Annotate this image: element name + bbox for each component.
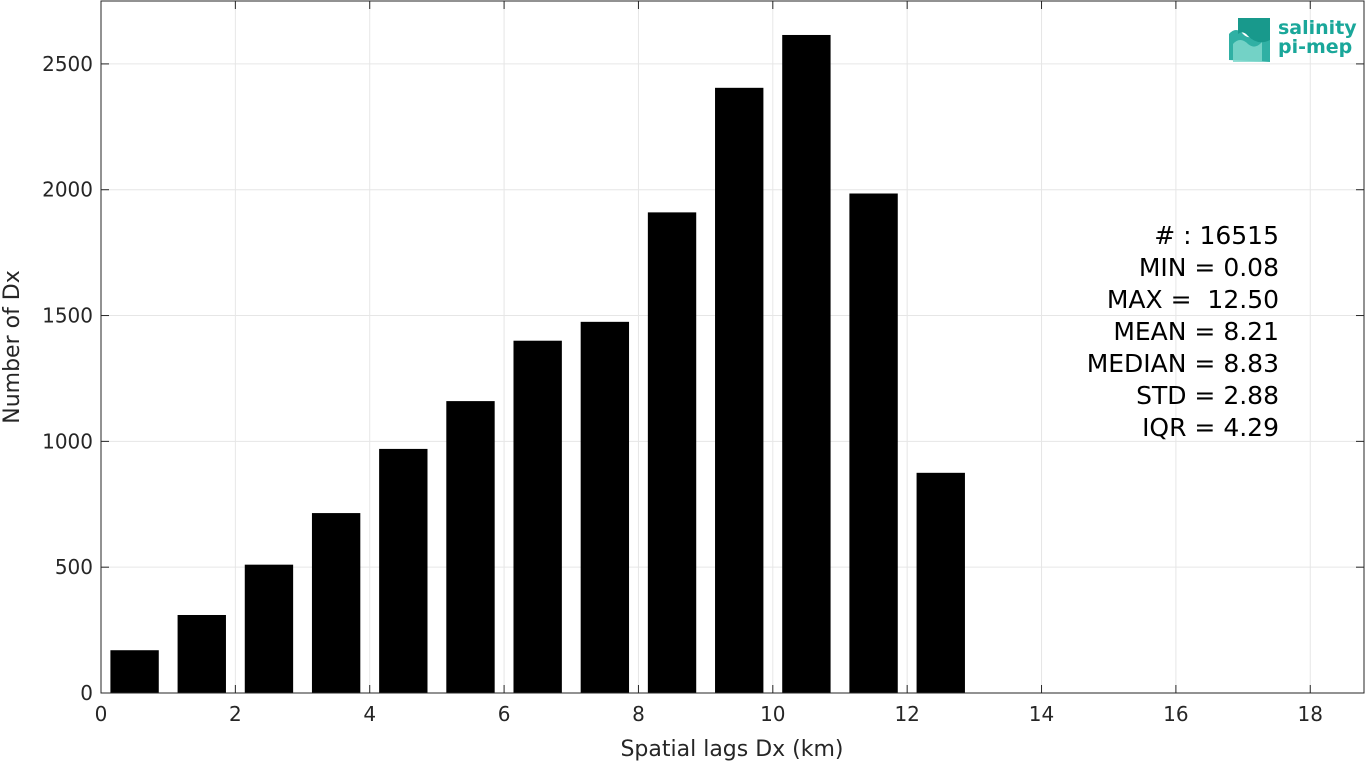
wave-logo-icon xyxy=(1229,18,1270,62)
x-tick-label: 10 xyxy=(760,702,785,726)
histogram-bar xyxy=(110,650,159,693)
y-tick-label: 500 xyxy=(55,555,93,579)
x-tick-label: 4 xyxy=(363,702,376,726)
bars xyxy=(110,34,965,694)
x-tick-label: 18 xyxy=(1298,702,1323,726)
stats-line: # : 16515 xyxy=(1154,221,1279,250)
x-axis-ticks: 0 2 4 6 8 10 12 14 16 18 xyxy=(95,1,1323,726)
histogram-bar xyxy=(782,34,831,694)
histogram-bar xyxy=(177,614,226,693)
stats-line: STD = 2.88 xyxy=(1136,381,1279,410)
x-tick-label: 16 xyxy=(1163,702,1188,726)
y-tick-label: 2500 xyxy=(42,52,93,76)
x-tick-label: 2 xyxy=(229,702,242,726)
stats-line: MEDIAN = 8.83 xyxy=(1087,349,1279,378)
plot-frame xyxy=(100,0,1365,694)
histogram-bar xyxy=(513,340,562,693)
x-tick-label: 6 xyxy=(498,702,511,726)
stats-line: MIN = 0.08 xyxy=(1139,253,1279,282)
x-axis-label: Spatial lags Dx (km) xyxy=(620,737,843,762)
stats-annotation: # : 16515 MIN = 0.08 MAX = 12.50 MEAN = 8.2… xyxy=(1087,221,1279,442)
y-tick-label: 2000 xyxy=(42,178,93,202)
salinity-pi-mep-logo: salinity pi-mep xyxy=(1229,17,1357,62)
histogram-bar xyxy=(311,513,361,693)
histogram-bar xyxy=(715,87,764,693)
x-tick-label: 8 xyxy=(632,702,645,726)
x-tick-label: 14 xyxy=(1029,702,1054,726)
y-tick-label: 1500 xyxy=(42,304,93,328)
histogram-bar xyxy=(379,448,428,693)
y-axis-label: Number of Dx xyxy=(0,270,25,424)
x-tick-label: 12 xyxy=(894,702,919,726)
y-tick-label: 1000 xyxy=(42,429,93,453)
stats-line: MAX = 12.50 xyxy=(1107,285,1279,314)
logo-text-line2: pi-mep xyxy=(1278,36,1352,58)
histogram-bar xyxy=(446,401,495,693)
histogram-bar xyxy=(647,212,697,693)
histogram-bar xyxy=(916,472,965,693)
histogram-bar xyxy=(580,321,630,693)
stats-line: MEAN = 8.21 xyxy=(1113,317,1279,346)
y-axis-ticks: 0 500 1000 1500 2000 2500 xyxy=(42,52,1364,705)
y-tick-label: 0 xyxy=(80,681,93,705)
histogram-bar xyxy=(244,564,294,693)
stats-line: IQR = 4.29 xyxy=(1142,413,1279,442)
logo-text-line1: salinity xyxy=(1278,17,1357,39)
x-tick-label: 0 xyxy=(95,702,108,726)
histogram-bar xyxy=(849,193,898,693)
